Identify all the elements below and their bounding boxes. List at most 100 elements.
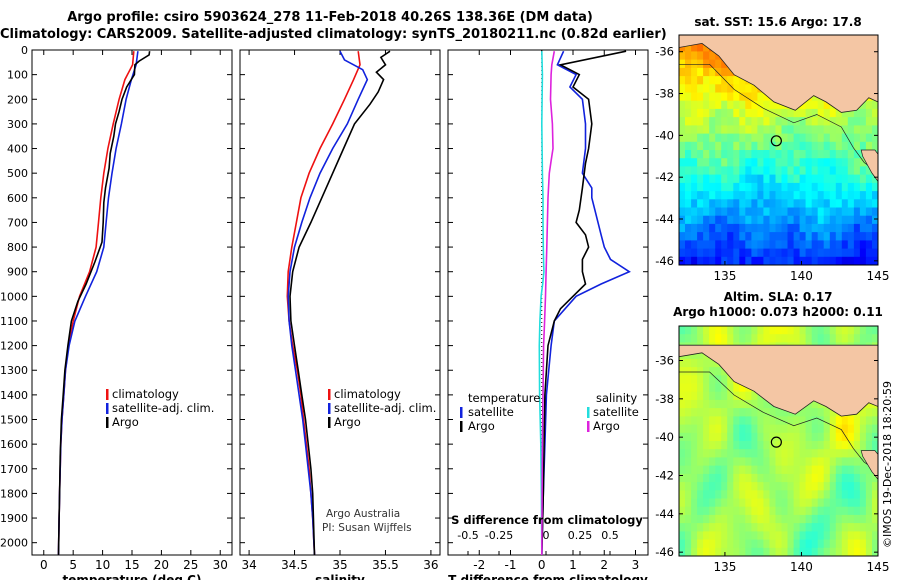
y-tick-label: -40 xyxy=(655,128,674,142)
x-tick-label: -2 xyxy=(473,558,485,572)
y-tick-label: 1400 xyxy=(0,389,28,402)
legend-label: satellite xyxy=(468,405,514,419)
y-tick-label: -46 xyxy=(655,254,674,268)
x-tick-label: -1 xyxy=(505,558,517,572)
y-tick-label: 1600 xyxy=(0,438,28,451)
map-panel-3: 135 140 145 -36 -38 -40 -42 -44 -46 sat. SST: 15.… xyxy=(655,15,889,283)
y-tick-label: 2000 xyxy=(0,537,28,550)
x-tick-label: 5 xyxy=(69,558,77,572)
y-tick-label: -46 xyxy=(655,545,674,559)
map-title: sat. SST: 15.6 Argo: 17.8 xyxy=(694,15,861,29)
legend-label: Argo xyxy=(334,415,361,429)
y-tick-label: -38 xyxy=(655,87,674,101)
map-frame xyxy=(678,325,879,557)
y-tick-label: -44 xyxy=(655,212,674,226)
x-tick-label: 0 xyxy=(538,558,546,572)
series-line-salinity-argo xyxy=(540,51,556,555)
y-tick-label: 800 xyxy=(7,241,28,254)
legend-swatch xyxy=(460,407,463,418)
x-tick-label: 1 xyxy=(569,558,577,572)
secondary-tick-label: -0.25 xyxy=(485,529,513,542)
legend-swatch xyxy=(106,389,109,400)
x-axis-label: salinity xyxy=(315,573,365,580)
map-panel-4: 135 140 145 -36 -38 -40 -42 -44 -46 Altim. SLA: 0… xyxy=(655,290,889,574)
x-tick-label: 3 xyxy=(632,558,640,572)
x-tick-label: 10 xyxy=(95,558,110,572)
profile-panel-2: -2 -1 0 1 2 3T difference from climatology tem… xyxy=(447,49,649,580)
y-tick-label: 700 xyxy=(7,216,28,229)
argo-position-marker xyxy=(770,436,782,448)
y-tick-label: -38 xyxy=(655,392,674,406)
argo-position-marker xyxy=(770,135,782,147)
series-line-temperature-satellite xyxy=(541,50,631,555)
y-tick-label: -44 xyxy=(655,507,674,521)
legend-title: salinity xyxy=(596,391,637,405)
plot-frame xyxy=(447,49,649,556)
y-tick-label: 1700 xyxy=(0,463,28,476)
legend-label: satellite-adj. clim. xyxy=(112,401,214,415)
y-tick-label: 1200 xyxy=(0,340,28,353)
x-tick-label: 20 xyxy=(154,558,169,572)
legend-label: climatology xyxy=(112,387,179,401)
legend-label: satellite xyxy=(593,405,639,419)
series-line-argo xyxy=(289,50,391,555)
legend-label: Argo xyxy=(593,419,620,433)
y-tick-label: 1800 xyxy=(0,487,28,500)
legend-swatch xyxy=(460,421,463,432)
y-tick-label: 900 xyxy=(7,266,28,279)
series-line-satellite-adj-clim- xyxy=(287,50,369,555)
series-line-salinity-satellite xyxy=(538,51,545,555)
x-tick-label: 0 xyxy=(40,558,48,572)
x-tick-label: 140 xyxy=(790,269,813,283)
legend-swatch xyxy=(106,403,109,414)
x-tick-label: 34 xyxy=(241,558,256,572)
legend-swatch xyxy=(587,421,590,432)
x-tick-label: 34.5 xyxy=(281,558,308,572)
y-tick-label: -36 xyxy=(655,354,674,368)
legend-label: Argo xyxy=(468,419,495,433)
secondary-tick-label: 0.5 xyxy=(601,529,619,542)
series-line-argo xyxy=(57,51,151,555)
x-tick-label: 35.5 xyxy=(372,558,399,572)
legend-swatch xyxy=(587,407,590,418)
y-tick-label: 1000 xyxy=(0,290,28,303)
map-frame xyxy=(678,34,879,266)
x-tick-label: 145 xyxy=(867,269,890,283)
y-tick-label: 400 xyxy=(7,143,28,156)
y-tick-label: 1300 xyxy=(0,364,28,377)
legend-title: temperature xyxy=(468,391,540,405)
x-axis-label: temperature (deg C) xyxy=(63,573,202,580)
series-line-temperature-argo xyxy=(541,50,627,555)
depth-contour xyxy=(679,63,878,174)
x-tick-label: 135 xyxy=(713,269,736,283)
x-tick-label: 135 xyxy=(713,560,736,574)
secondary-tick-label: 0 xyxy=(543,529,550,542)
secondary-tick-label: 0.25 xyxy=(568,529,593,542)
legend-label: Argo xyxy=(112,415,139,429)
x-axis-label: T difference from climatology xyxy=(448,573,648,580)
land-shape xyxy=(679,35,878,113)
legend-swatch xyxy=(328,403,331,414)
chart-title-line2: Climatology: CARS2009. Satellite-adjuste… xyxy=(0,27,667,42)
y-tick-label: 500 xyxy=(7,167,28,180)
x-tick-label: 25 xyxy=(183,558,198,572)
x-tick-label: 140 xyxy=(790,560,813,574)
chart-title-line1: Argo profile: csiro 5903624_278 11-Feb-2… xyxy=(67,10,593,25)
legend-label: climatology xyxy=(334,387,401,401)
x-tick-label: 145 xyxy=(867,560,890,574)
x-tick-label: 35 xyxy=(332,558,347,572)
y-tick-label: -42 xyxy=(655,469,674,483)
y-tick-label: -36 xyxy=(655,45,674,59)
y-tick-label: 100 xyxy=(7,69,28,82)
y-tick-label: 1100 xyxy=(0,315,28,328)
annotation-text: Argo Australia xyxy=(326,508,400,520)
plot-frame xyxy=(239,49,441,556)
series-line-climatology xyxy=(286,51,361,555)
plot-frame xyxy=(31,49,233,556)
credit-text: ©IMOS 19-Dec-2018 18:20:59 xyxy=(881,381,894,548)
map-subtitle: Argo h1000: 0.073 h2000: 0.11 xyxy=(673,305,883,319)
y-tick-label: 0 xyxy=(21,44,28,57)
legend-swatch xyxy=(106,417,109,428)
profile-panel-0: 0 5 10 15 20 25 300100200300400500600700800900… xyxy=(0,44,233,580)
map-title: Altim. SLA: 0.17 xyxy=(724,290,833,304)
